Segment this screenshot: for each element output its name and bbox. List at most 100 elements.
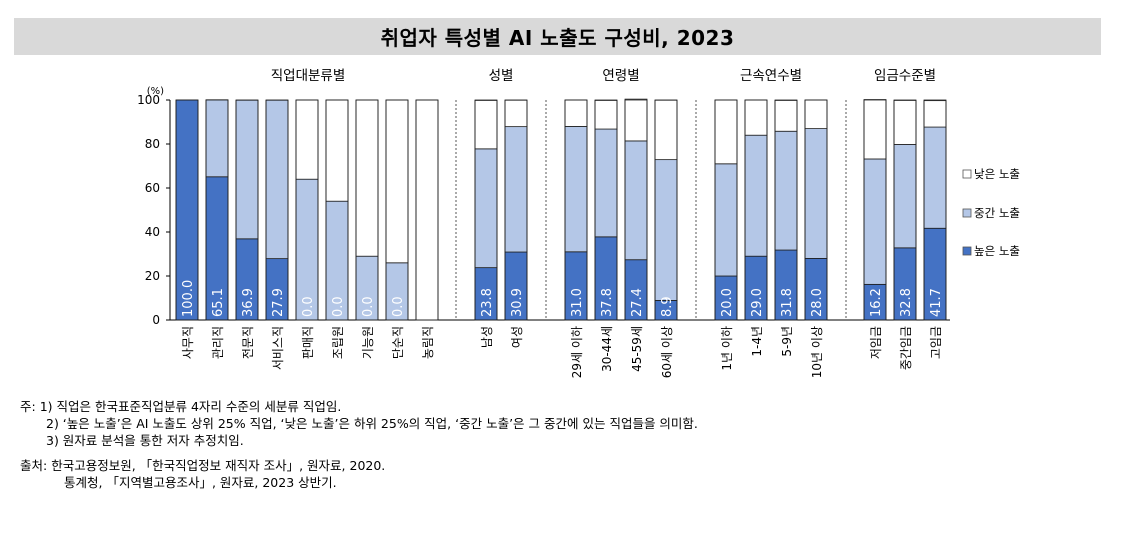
bar-outline [295, 99, 319, 321]
data-label: 100.0 [181, 280, 196, 317]
notes-prefix: 주: [20, 399, 36, 414]
data-label: 0.0 [301, 296, 316, 317]
category-label: 중간임금 [899, 326, 913, 370]
bar-segment-low [295, 99, 319, 180]
category-label: 서비스직 [271, 326, 285, 370]
category-label: 10년 이상 [810, 326, 824, 378]
data-label: 31.0 [570, 288, 585, 317]
bar-segment-mid [205, 99, 229, 178]
bar-outline [893, 99, 917, 321]
data-label: 36.9 [241, 288, 256, 317]
y-tick-label: 60 [145, 181, 160, 195]
data-label: 27.4 [630, 288, 645, 317]
bar-outline [923, 99, 947, 321]
category-label: 관리직 [211, 326, 225, 359]
group-label: 직업대분류별 [271, 68, 346, 84]
category-label: 29세 이하 [570, 326, 584, 378]
source-line-2: 통계청, 「지역별고용조사」, 원자료, 2023 상반기. [64, 475, 337, 490]
note-text-1: 1) 직업은 한국표준직업분류 4자리 수준의 세분류 직업임. [39, 399, 342, 414]
group-label: 임금수준별 [874, 68, 936, 84]
legend-swatch [962, 208, 972, 218]
bar-outline [654, 99, 678, 321]
bar-outline [415, 99, 439, 321]
bar-segment-mid [474, 148, 498, 269]
title-bar: 취업자 특성별 AI 노출도 구성비, 2023 [14, 18, 1101, 55]
bar-outline [863, 99, 887, 321]
bar-segment-low [893, 100, 917, 145]
bar-segment-mid [893, 144, 917, 249]
y-tick-label: 80 [145, 137, 160, 151]
data-label: 0.0 [361, 296, 376, 317]
bar-outline [265, 99, 289, 321]
note-line-2: 2) ‘높은 노출’은 AI 노출도 상위 25% 직업, ‘낮은 노출’은 하… [46, 416, 698, 431]
bar-segment-mid [594, 128, 618, 238]
category-label: 사무직 [181, 326, 195, 359]
bar-segment-low [355, 99, 379, 257]
data-label: 41.7 [929, 288, 944, 317]
y-tick-label: 0 [152, 313, 160, 327]
bar-segment-mid [774, 130, 798, 251]
bar-segment-low [714, 99, 738, 165]
y-unit-label: (%) [147, 86, 164, 97]
data-label: 29.0 [750, 288, 765, 317]
category-label: 여성 [510, 326, 524, 348]
bar-segment-low [325, 99, 349, 202]
data-label: 30.9 [510, 288, 525, 317]
bar-outline [235, 99, 259, 321]
bar-segment-low [415, 99, 439, 321]
category-label: 1-4년 [750, 326, 764, 357]
bar-outline [744, 99, 768, 321]
source-prefix: 출처: [20, 458, 48, 473]
bar-segment-low [564, 99, 588, 127]
category-label: 1년 이하 [720, 326, 734, 371]
bar-segment-mid [265, 99, 289, 260]
bar-segment-low [923, 100, 947, 128]
legend-swatch [962, 169, 972, 179]
category-label: 판매직 [301, 326, 315, 359]
bar-outline [385, 99, 409, 321]
bar-segment-low [504, 99, 528, 128]
bar-outline [774, 99, 798, 321]
bar-outline [624, 99, 648, 321]
bar-segment-mid [654, 159, 678, 301]
source-text-1: 한국고용정보원, 「한국직업정보 재직자 조사」, 원자료, 2020. [51, 458, 386, 473]
bar-outline [594, 99, 618, 321]
bar-segment-mid [744, 134, 768, 257]
data-label: 0.0 [331, 296, 346, 317]
bar-outline [205, 99, 229, 321]
category-label: 단순직 [391, 326, 405, 359]
bar-segment-mid [923, 126, 947, 229]
data-label: 37.8 [600, 288, 615, 317]
category-label: 45-59세 [630, 326, 644, 372]
legend-label: 중간 노출 [974, 206, 1020, 220]
data-label: 0.0 [421, 296, 436, 317]
bar-segment-low [744, 99, 768, 136]
data-label: 32.8 [899, 288, 914, 317]
category-label: 저임금 [869, 326, 883, 359]
bar-segment-mid [564, 126, 588, 253]
legend-label: 낮은 노출 [974, 167, 1020, 181]
bar-segment-low [863, 99, 887, 160]
group-label: 연령별 [602, 68, 639, 84]
bar-segment-low [594, 100, 618, 130]
category-label: 5-9년 [780, 326, 794, 357]
bar-segment-low [804, 99, 828, 130]
group-label: 근속연수별 [740, 68, 802, 84]
category-label: 60세 이상 [660, 326, 674, 378]
bar-segment-low [474, 100, 498, 150]
bar-segment-mid [624, 140, 648, 261]
data-label: 23.8 [480, 288, 495, 317]
category-label: 조립원 [331, 326, 345, 359]
data-label: 65.1 [211, 288, 226, 317]
category-label: 남성 [480, 326, 494, 348]
bar-outline [564, 99, 588, 321]
chart: 0 20 40 60 80 100(%) 직업대분류별 100.0 사무직 65.1 관리직 36.9… [137, 68, 1020, 378]
legend-swatch [962, 246, 972, 256]
category-label: 농림직 [421, 326, 435, 359]
category-label: 기능원 [361, 326, 375, 359]
data-label: 31.8 [780, 288, 795, 317]
bar-segment-mid [714, 163, 738, 277]
notes: 주: 1) 직업은 한국표준직업분류 4자리 수준의 세분류 직업임. 2) ‘… [20, 398, 698, 491]
bar-outline [325, 99, 349, 321]
bar-segment-mid [504, 126, 528, 253]
